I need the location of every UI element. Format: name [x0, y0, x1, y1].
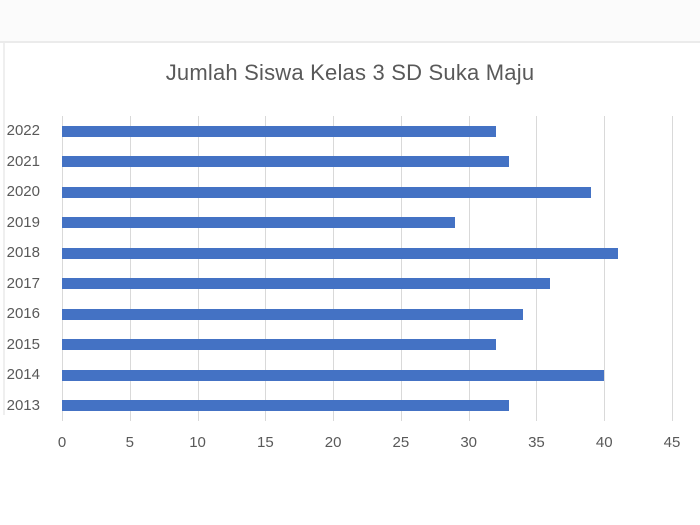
bar-2013 — [62, 400, 510, 412]
y-axis-label: 2017 — [6, 274, 40, 292]
bar-2021 — [62, 156, 510, 168]
plot-area — [62, 116, 673, 421]
x-axis-label: 15 — [256, 434, 274, 451]
gridline — [197, 116, 199, 421]
x-axis-label: 30 — [460, 434, 477, 451]
y-axis-label: 2014 — [6, 366, 40, 383]
x-axis-label: 40 — [595, 434, 613, 451]
bar-2016 — [62, 308, 523, 320]
gridline — [536, 116, 538, 421]
gridline — [62, 116, 63, 421]
x-axis-label: 45 — [663, 434, 681, 451]
x-axis-label: 0 — [57, 434, 67, 451]
bar-2015 — [62, 339, 496, 351]
bar-2018 — [62, 247, 618, 259]
y-axis-label: 2020 — [6, 183, 40, 200]
y-axis-label: 2019 — [6, 213, 40, 231]
bar-2014 — [62, 369, 605, 381]
y-axis-label: 2021 — [6, 152, 40, 170]
gridline — [265, 116, 267, 421]
y-axis-label: 2013 — [6, 396, 40, 414]
gridline — [468, 116, 470, 421]
gridline — [400, 116, 402, 421]
y-axis-label: 2022 — [6, 122, 40, 139]
y-axis-label: 2016 — [6, 305, 40, 322]
gridline — [333, 116, 335, 421]
x-axis-label: 5 — [125, 434, 134, 451]
gridline — [129, 116, 131, 421]
left-edge-line — [3, 43, 5, 415]
x-axis-label: 25 — [392, 434, 410, 451]
gridline — [672, 116, 673, 421]
gridline — [604, 116, 606, 421]
x-axis-labels: 0 5 10 15 20 25 30 35 40 45 — [58, 434, 681, 453]
bar-2022 — [62, 125, 496, 137]
bar-2017 — [62, 278, 550, 290]
x-axis-label: 20 — [324, 434, 342, 451]
y-axis-label: 2015 — [6, 335, 40, 353]
chart-title: Jumlah Siswa Kelas 3 SD Suka Maju — [165, 60, 535, 85]
y-axis-label: 2018 — [6, 244, 40, 261]
y-axis-labels: 2022 2021 2020 2019 2018 2017 2016 2015 2014 2013 — [0, 116, 40, 421]
bar-2020 — [62, 186, 591, 198]
top-edge-line — [0, 0, 700, 43]
x-axis-label: 35 — [528, 434, 545, 451]
x-axis-label: 10 — [189, 434, 206, 451]
bar-2019 — [62, 217, 456, 229]
